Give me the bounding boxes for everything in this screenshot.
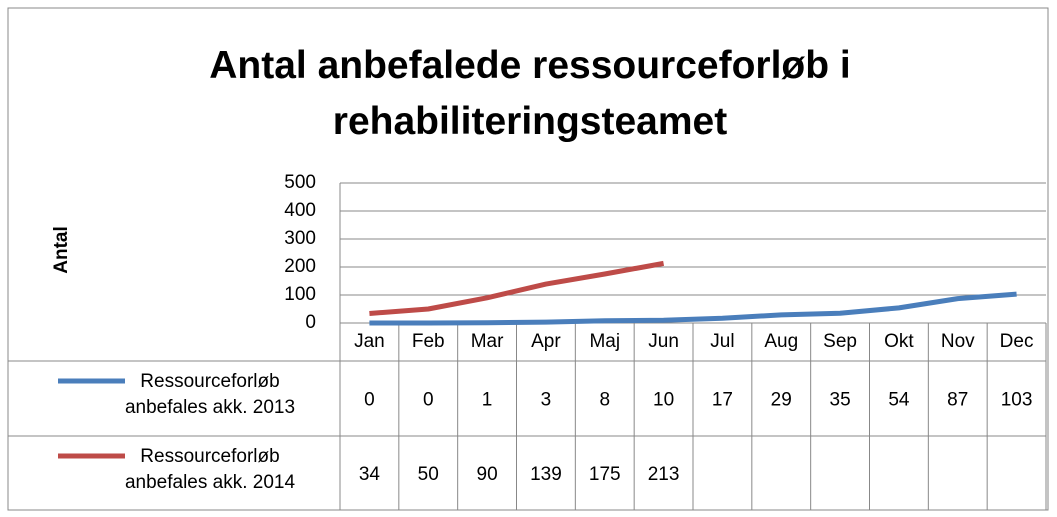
table-value: 50 xyxy=(418,464,439,485)
x-tick-label: Mar xyxy=(471,331,504,352)
x-tick-label: Feb xyxy=(412,331,445,352)
table-value: 0 xyxy=(423,390,434,411)
x-tick-label: Maj xyxy=(589,331,620,352)
table-value: 35 xyxy=(830,390,851,411)
table-value: 103 xyxy=(1001,390,1033,411)
chart-border xyxy=(7,7,1049,511)
y-tick-label: 200 xyxy=(284,256,316,277)
series-line xyxy=(369,260,665,316)
x-tick-label: Jul xyxy=(710,331,734,352)
y-tick-label: 0 xyxy=(305,312,316,333)
table-value: 3 xyxy=(541,390,552,411)
legend-label: Ressourceforløb anbefales akk. 2014 xyxy=(124,446,296,493)
table-value: 213 xyxy=(648,464,680,485)
x-tick-label: Sep xyxy=(823,331,857,352)
x-tick-label: Dec xyxy=(1000,331,1034,352)
series-line xyxy=(369,291,1017,326)
table-value: 87 xyxy=(947,390,968,411)
table-value: 0 xyxy=(364,390,375,411)
table-value: 1 xyxy=(482,390,493,411)
x-tick-label: Nov xyxy=(941,331,975,352)
x-tick-label: Apr xyxy=(531,331,561,352)
table-value: 175 xyxy=(589,464,621,485)
table-value: 34 xyxy=(359,464,381,485)
y-tick-label: 300 xyxy=(284,228,316,249)
y-tick-label: 100 xyxy=(284,284,316,305)
table-value: 139 xyxy=(530,464,562,485)
table-value: 90 xyxy=(477,464,498,485)
y-axis-title: Antal xyxy=(51,226,72,274)
table-value: 29 xyxy=(771,390,792,411)
table-value: 17 xyxy=(712,390,733,411)
chart-title: Antal anbefalede ressourceforløb i rehab… xyxy=(209,44,851,143)
table-value: 10 xyxy=(653,390,674,411)
x-tick-label: Okt xyxy=(884,331,914,352)
y-tick-label: 400 xyxy=(284,200,316,221)
x-tick-label: Aug xyxy=(764,331,798,352)
table-value: 8 xyxy=(599,390,610,411)
legend-label: Ressourceforløb anbefales akk. 2013 xyxy=(124,371,296,418)
table-value: 54 xyxy=(888,390,910,411)
x-tick-label: Jan xyxy=(354,331,385,352)
x-tick-label: Jun xyxy=(648,331,679,352)
y-tick-label: 500 xyxy=(284,172,316,193)
